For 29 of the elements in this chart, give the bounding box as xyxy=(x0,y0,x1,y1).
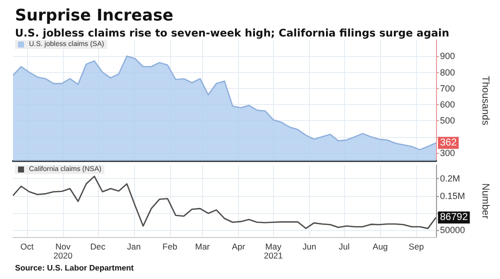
x-tick-label: Aug xyxy=(372,242,388,252)
x-tick-label: Apr xyxy=(232,242,246,252)
y-tick-label: 0.2M xyxy=(440,174,460,184)
y-tick-label: 500 xyxy=(440,116,456,126)
source-note: Source: U.S. Labor Department xyxy=(15,264,134,272)
y-tick-label: 800 xyxy=(440,67,456,78)
x-tick-label: Feb xyxy=(162,242,178,252)
x-tick-label: May 2021 xyxy=(264,242,284,260)
x-tick-label: Jun xyxy=(302,242,316,252)
y-tick-label: 700 xyxy=(440,83,456,94)
x-tick-label: Mar xyxy=(195,242,210,252)
x-tick-label: Jan xyxy=(127,242,141,252)
x-tick-label: Oct xyxy=(20,242,34,252)
y-tick-label: 0.15M xyxy=(440,190,466,201)
data-label: 86792 xyxy=(440,212,468,224)
y-tick-label: 50000 xyxy=(440,225,466,236)
x-tick-label: Dec xyxy=(90,242,106,252)
y-tick-label: 900 xyxy=(440,51,456,62)
x-tick-label: Jul xyxy=(338,242,350,252)
y-tick-label: 300 xyxy=(440,148,456,158)
chart-title: Surprise Increase xyxy=(15,6,174,24)
y-axis-title: Thousands xyxy=(480,76,490,126)
chart-subtitle: U.S. jobless claims rise to seven-week high; California filings surge again xyxy=(15,28,450,40)
y-tick-label: 600 xyxy=(440,100,456,110)
x-tick-label: Nov 2020 xyxy=(54,242,73,260)
y-axis-title: Number xyxy=(480,183,490,220)
line-series xyxy=(12,176,437,230)
x-tick-label: Sep xyxy=(408,242,424,252)
data-label: 362 xyxy=(440,137,458,148)
